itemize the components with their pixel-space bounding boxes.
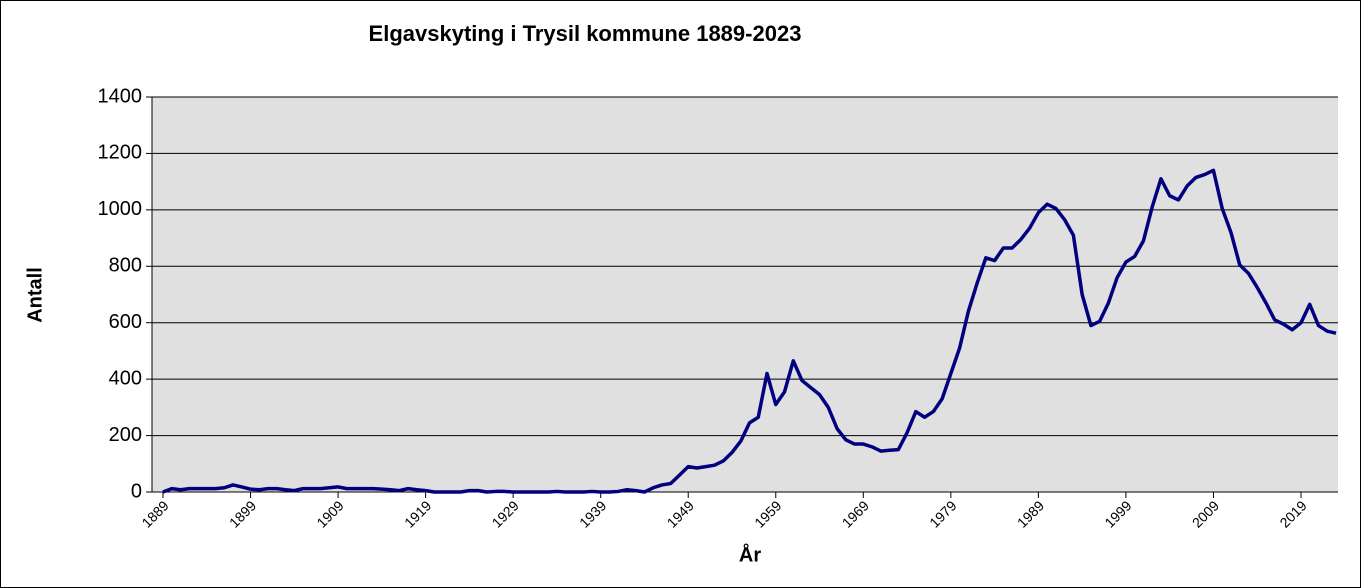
y-tick-label: 0 xyxy=(131,480,142,502)
y-tick-label: 1200 xyxy=(98,142,143,164)
y-tick-label: 200 xyxy=(109,424,142,446)
x-axis-label: År xyxy=(739,542,761,566)
y-axis-label: Antall xyxy=(24,267,46,323)
data-line xyxy=(162,168,1337,494)
y-tick-label: 800 xyxy=(109,255,142,277)
chart-title: Elgavskyting i Trysil kommune 1889-2023 xyxy=(369,21,802,46)
plot-area xyxy=(152,97,1338,492)
y-tick-label: 600 xyxy=(109,311,142,333)
y-tick-label: 1400 xyxy=(98,85,143,107)
y-tick-label: 400 xyxy=(109,367,142,389)
y-tick-label: 1000 xyxy=(98,198,143,220)
